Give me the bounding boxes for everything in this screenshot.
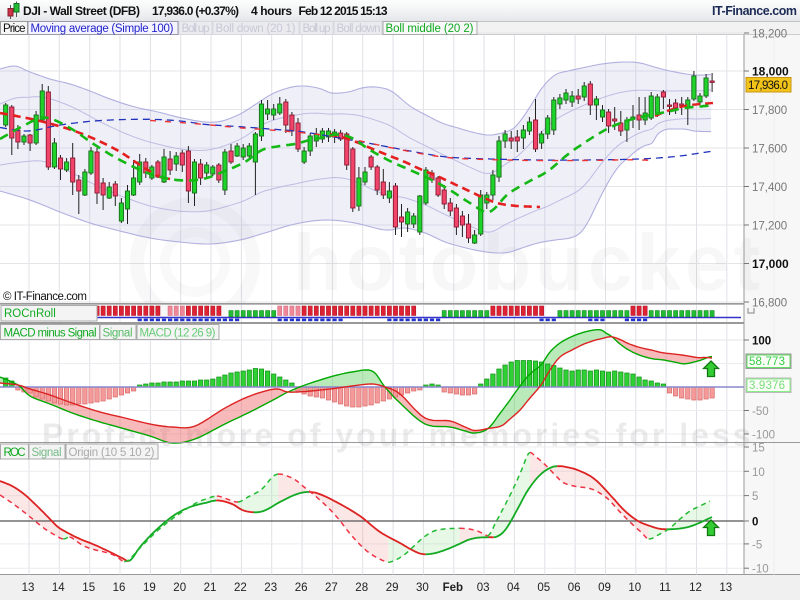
svg-text:MACD minus Signal: MACD minus Signal [4, 327, 97, 339]
svg-text:0: 0 [752, 517, 758, 529]
svg-text:DJI - Wall Street (DFB): DJI - Wall Street (DFB) [23, 4, 140, 18]
svg-text:09: 09 [598, 582, 611, 594]
svg-text:-10: -10 [752, 564, 769, 576]
svg-text:3.9376: 3.9376 [749, 380, 785, 392]
svg-text:-5: -5 [752, 539, 762, 551]
svg-text:03: 03 [477, 582, 490, 594]
svg-text:4 hours: 4 hours [251, 4, 292, 18]
svg-text:IT-Finance.com: IT-Finance.com [712, 4, 797, 18]
svg-text:06: 06 [568, 582, 581, 594]
svg-text:MACD (12 26 9): MACD (12 26 9) [140, 327, 216, 339]
svg-text:17,600: 17,600 [752, 144, 787, 156]
svg-text:22: 22 [234, 582, 247, 594]
svg-text:30: 30 [416, 582, 429, 594]
svg-text:5: 5 [752, 491, 758, 503]
svg-text:10: 10 [628, 582, 641, 594]
svg-text:11: 11 [659, 582, 671, 594]
svg-text:17,000: 17,000 [752, 257, 789, 271]
svg-text:Boll middle (20 2): Boll middle (20 2) [386, 23, 474, 35]
svg-text:Feb: Feb [443, 582, 463, 594]
svg-text:29: 29 [386, 582, 399, 594]
svg-text:17,936.0 (+0.37%): 17,936.0 (+0.37%) [152, 4, 239, 18]
svg-text:100: 100 [752, 336, 771, 348]
svg-text:Boll down (20 1): Boll down (20 1) [216, 23, 296, 35]
svg-text:28: 28 [355, 582, 368, 594]
svg-text:15: 15 [82, 582, 95, 594]
svg-text:-100: -100 [752, 430, 775, 442]
svg-text:Signal: Signal [103, 327, 133, 339]
svg-text:13: 13 [719, 582, 732, 594]
svg-text:Boll down: Boll down [337, 23, 381, 35]
svg-text:Signal: Signal [32, 447, 62, 459]
svg-text:04: 04 [507, 582, 520, 594]
svg-text:58.773: 58.773 [749, 356, 785, 368]
svg-text:18,000: 18,000 [752, 65, 789, 79]
svg-text:Moving average (Simple 100): Moving average (Simple 100) [31, 23, 174, 35]
svg-text:Boll up: Boll up [182, 23, 210, 35]
svg-text:13: 13 [22, 582, 35, 594]
svg-text:ROC: ROC [4, 447, 26, 459]
svg-text:20: 20 [173, 582, 186, 594]
svg-text:Protect more of your memories: Protect more of your memories for less [42, 417, 754, 453]
svg-text:23: 23 [264, 582, 277, 594]
svg-text:18,200: 18,200 [752, 29, 787, 41]
svg-text:14: 14 [52, 582, 65, 594]
svg-text:16,800: 16,800 [752, 298, 787, 310]
svg-text:17,200: 17,200 [752, 221, 787, 233]
svg-text:Origin (10 5 10 2): Origin (10 5 10 2) [69, 447, 155, 459]
svg-text:21: 21 [204, 582, 217, 594]
svg-text:ROCnRoll: ROCnRoll [4, 308, 56, 320]
svg-text:26: 26 [295, 582, 308, 594]
svg-text:05: 05 [537, 582, 550, 594]
svg-text:© IT-Finance.com: © IT-Finance.com [3, 291, 87, 303]
svg-text:10: 10 [752, 467, 765, 479]
svg-text:17,400: 17,400 [752, 182, 787, 194]
svg-text:Price: Price [3, 23, 26, 35]
svg-text:17,800: 17,800 [752, 105, 787, 117]
svg-text:-50: -50 [752, 406, 769, 418]
svg-text:27: 27 [325, 582, 338, 594]
svg-text:12: 12 [689, 582, 702, 594]
svg-text:19: 19 [143, 582, 156, 594]
svg-text:Boll up: Boll up [303, 23, 331, 35]
svg-text:Feb 12 2015 15:13: Feb 12 2015 15:13 [299, 4, 388, 18]
svg-text:16: 16 [113, 582, 126, 594]
svg-text:17,936.0: 17,936.0 [748, 80, 788, 92]
svg-text:15: 15 [752, 443, 765, 455]
